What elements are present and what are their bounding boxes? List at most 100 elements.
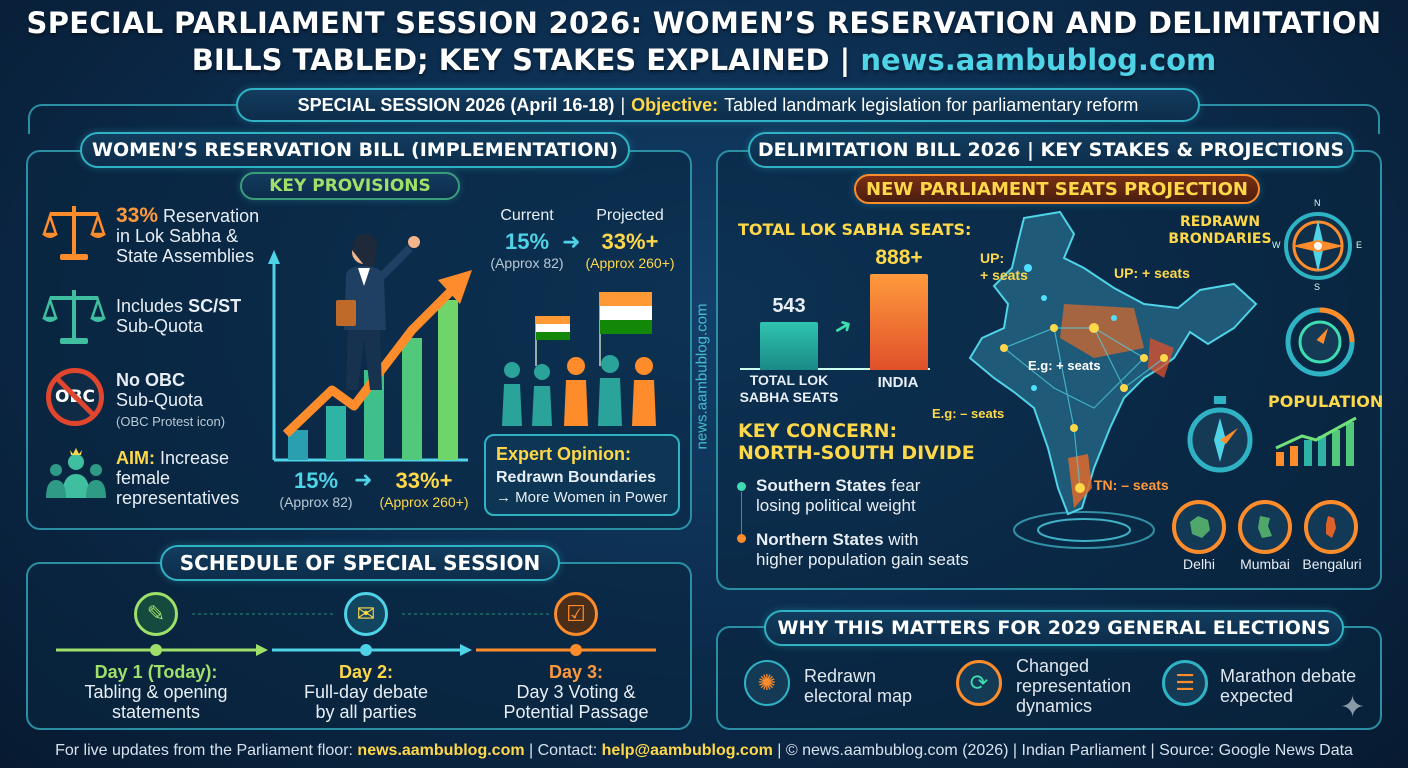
footer-contact-label: | Contact:: [529, 742, 598, 759]
why-item-1-line2: electoral map: [804, 686, 913, 706]
network-map-icon: ✺: [744, 660, 790, 706]
day-3-label: Day 3:: [548, 662, 604, 682]
concern-north-line2: higher population gain seats: [756, 550, 969, 569]
page-title-text: BILLS TABLED; KEY STAKES EXPLAINED |: [191, 43, 851, 77]
concern-bullets: [736, 480, 746, 543]
current-block: Current 15% (Approx 82): [488, 207, 566, 271]
total-seats-label: TOTAL LOK SABHA SEATS:: [738, 220, 972, 239]
session-separator: |: [620, 94, 626, 115]
provision-4: AIM: Increase female representatives: [116, 448, 286, 508]
provision-1-line3: State Assemblies: [116, 246, 255, 266]
provision-1: 33% Reservation in Lok Sabha & State Ass…: [116, 204, 286, 266]
concern-north: Northern States with higher population g…: [756, 530, 969, 570]
key-provisions-title: KEY PROVISIONS: [240, 172, 460, 200]
concern-title: KEY CONCERN: NORTH-SOUTH DIVIDE: [738, 420, 975, 464]
gauge-icon: [1285, 307, 1355, 377]
provision-1-line1: Reservation: [163, 206, 260, 226]
seats-baseline: [740, 368, 930, 370]
day-2-line2: by all parties: [315, 702, 417, 722]
page-title-url[interactable]: news.aambublog.com: [860, 43, 1217, 77]
chart-from-percent: 15%: [293, 468, 339, 493]
bullet-connector: [741, 492, 742, 534]
bar-current-value: 543: [772, 295, 806, 317]
delhi-shape-icon: [1190, 516, 1210, 538]
map-label-tn: TN: – seats: [1094, 477, 1169, 493]
provision-3: No OBC Sub-Quota (OBC Protest icon): [116, 370, 286, 432]
footer-site-link[interactable]: news.aambublog.com: [357, 742, 525, 759]
footer-email-link[interactable]: help@aambublog.com: [601, 742, 773, 759]
expert-opinion-line2: → More Women in Power: [496, 489, 668, 506]
why-item-2: Changed representation dynamics: [1016, 656, 1131, 716]
expert-opinion-box: Expert Opinion: Redrawn Boundaries → Mor…: [484, 434, 680, 516]
why-item-1: Redrawn electoral map: [804, 666, 912, 706]
map-label-eg-minus: E.g: – seats: [932, 406, 1005, 421]
provision-4-line1: Increase: [160, 448, 230, 468]
schedule-panel: [26, 562, 692, 730]
map-label-up-right: UP: + seats: [1114, 265, 1190, 281]
map-up-left-1: UP:: [980, 250, 1005, 266]
provision-4-highlight: AIM:: [116, 448, 155, 468]
provision-2-highlight: SC/ST: [188, 296, 242, 316]
schedule-timeline: [56, 613, 656, 656]
schedule-day-3: Day 3: Day 3 Voting & Potential Passage: [476, 662, 676, 722]
growth-chart-illustration: [268, 233, 472, 462]
footer: For live updates from the Parliament flo…: [0, 742, 1408, 760]
sparkle-icon: ✦: [1340, 690, 1366, 725]
cycle-arrows-icon: ⟳: [956, 660, 1002, 706]
concern-south-bold: Southern States: [756, 476, 887, 495]
session-objective-text: Tabled landmark legislation for parliame…: [724, 94, 1139, 115]
schedule-title: SCHEDULE OF SPECIAL SESSION: [160, 545, 560, 581]
compass-s: S: [1314, 282, 1321, 292]
scales-icon: [42, 206, 106, 260]
chart-to-value: 33%+ (Approx 260+): [376, 468, 472, 510]
document-edit-icon: ✎: [134, 592, 178, 636]
provision-1-highlight: 33%: [116, 204, 159, 227]
projected-value: 33%+: [601, 229, 659, 254]
page-title-line-2: BILLS TABLED; KEY STAKES EXPLAINED | new…: [0, 43, 1408, 77]
why-item-3: Marathon debate expected: [1220, 666, 1356, 706]
map-label-eg-plus: E.g: + seats: [1028, 358, 1101, 373]
chart-to-percent: 33%+: [395, 468, 453, 493]
map-label-up-left: UP: + seats: [980, 250, 1028, 284]
city-bengaluru: Bengaluri: [1302, 556, 1362, 572]
no-obc-icon: OBC: [46, 368, 104, 426]
day-1-label: Day 1 (Today):: [94, 662, 218, 682]
compass-icon: [1284, 212, 1352, 280]
bengaluru-map-icon: [1304, 500, 1358, 554]
compass-n: N: [1314, 198, 1321, 208]
concern-south-rest: fear: [891, 476, 921, 495]
checkbox-icon: ☑: [554, 592, 598, 636]
provision-3-note: (OBC Protest icon): [116, 414, 226, 429]
projected-block: Projected 33%+ (Approx 260+): [580, 207, 680, 271]
concern-north-rest: with: [888, 530, 919, 549]
concern-north-bold: Northern States: [756, 530, 884, 549]
bar-current-label-1: TOTAL LOK: [749, 372, 829, 388]
why-item-2-line2: representation: [1016, 676, 1132, 696]
bar-current-label-2: SABHA SEATS: [739, 389, 839, 405]
arrow-right-icon: ➜: [562, 230, 581, 255]
mumbai-shape-icon: [1258, 516, 1272, 538]
session-banner: SPECIAL SESSION 2026 (April 16-18) | Obj…: [236, 88, 1200, 122]
expert-opinion-line1: Redrawn Boundaries: [496, 469, 657, 486]
chat-bubbles-icon: ✉: [344, 592, 388, 636]
redrawn-label-1: REDRAWN: [1179, 214, 1261, 230]
city-mumbai: Mumbai: [1240, 556, 1290, 572]
chart-from-note: (Approx 82): [279, 494, 353, 510]
compass-w: W: [1272, 240, 1281, 250]
why-item-2-line3: dynamics: [1016, 696, 1093, 716]
scales-icon: [42, 290, 106, 344]
why-title: WHY THIS MATTERS FOR 2029 GENERAL ELECTI…: [764, 610, 1344, 646]
bar-current-label: TOTAL LOK SABHA SEATS: [732, 372, 846, 406]
bar-projected-value: 888+: [875, 246, 923, 269]
provision-2: Includes SC/ST Sub-Quota: [116, 296, 286, 336]
why-item-2-line1: Changed: [1016, 656, 1090, 676]
bar-projected-label: INDIA: [877, 374, 919, 391]
why-item-3-line2: expected: [1220, 686, 1294, 706]
population-label: POPULATION: [1268, 392, 1384, 411]
stopwatch-icon: [1187, 396, 1253, 473]
day-3-line1: Day 3 Voting &: [516, 682, 636, 702]
chart-from-value: 15% (Approx 82): [276, 468, 356, 510]
provision-2-prefix: Includes: [116, 296, 184, 316]
bengaluru-shape-icon: [1326, 516, 1336, 538]
day-1-line1: Tabling & opening: [84, 682, 228, 702]
